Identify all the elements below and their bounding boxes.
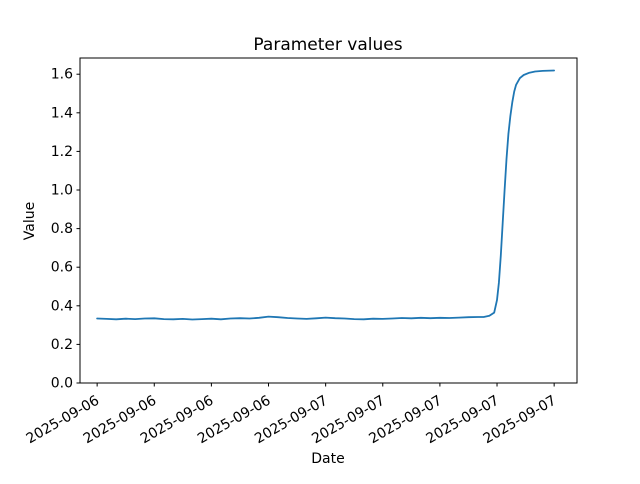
y-tick-label: 0.4 [51, 298, 73, 314]
y-tick-label: 1.6 [51, 67, 73, 83]
plot-area [79, 57, 578, 384]
y-tick-label: 1.0 [51, 183, 73, 199]
y-axis-ticks: 0.0 0.2 0.4 0.6 0.8 1.0 1.2 1.4 1.6 [51, 67, 80, 392]
y-tick-label: 0.0 [51, 376, 73, 392]
x-axis-ticks: 2025-09-062025-09-062025-09-062025-09-06… [24, 383, 559, 447]
y-tick-label: 1.2 [51, 144, 73, 160]
y-tick-label: 0.6 [51, 260, 73, 276]
y-tick-label: 1.4 [51, 105, 73, 121]
y-axis-label: Value [22, 202, 38, 240]
y-tick-label: 0.2 [51, 337, 73, 353]
series-line [96, 69, 555, 321]
y-tick-label: 0.8 [51, 221, 73, 237]
x-axis-label: Date [311, 451, 344, 467]
chart-title: Parameter values [253, 35, 402, 55]
